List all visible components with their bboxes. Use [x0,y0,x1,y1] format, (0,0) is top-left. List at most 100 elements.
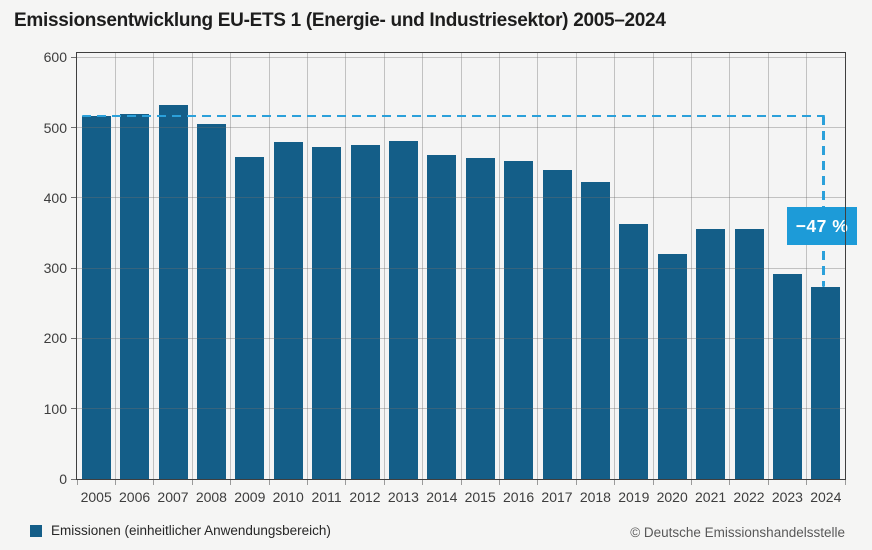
x-tick [806,480,808,485]
x-tick [230,480,232,485]
bar-2007 [158,105,188,479]
y-axis-tick-label-400: 400 [43,189,67,206]
y-tick-400 [71,197,77,199]
gridline-v [729,53,731,479]
x-axis-tick-label-2022: 2022 [733,489,765,505]
bar-2009 [235,157,265,479]
x-axis-tick-label-2011: 2011 [311,489,342,505]
reference-drop-line-2024 [822,115,825,288]
y-tick-300 [71,267,77,269]
gridline-v [690,53,692,479]
x-tick [729,480,731,485]
gridline-h-500 [77,127,845,129]
y-axis-tick-label-300: 300 [43,260,67,277]
bar-2021 [696,229,726,479]
gridline-v [422,53,424,479]
x-tick [460,480,462,485]
bar-2016 [504,160,534,479]
reference-line-2005-level [81,114,825,118]
copyright-note: © Deutsche Emissionshandelsstelle [630,525,845,540]
bar-2023 [772,273,802,479]
x-axis-tick-label-2014: 2014 [426,489,458,505]
chart-title: Emissionsentwicklung EU-ETS 1 (Energie- … [14,10,666,31]
bar-2005 [81,115,111,479]
bar-2014 [427,154,457,479]
y-tick-500 [71,127,77,128]
gridline-v [153,53,155,479]
gridline-h-300 [77,267,845,269]
legend-swatch [30,524,42,537]
x-axis-tick-label-2012: 2012 [349,489,381,505]
bar-2008 [196,124,226,479]
y-axis-tick-label-0: 0 [59,471,67,487]
x-axis-tick-label-2013: 2013 [387,489,419,505]
y-tick-200 [71,337,77,339]
bar-2006 [120,114,150,479]
gridline-h-600 [77,56,845,58]
bar-2011 [312,146,342,479]
x-axis-tick-label-2023: 2023 [771,489,803,505]
x-axis-tick-label-2008: 2008 [195,489,227,505]
x-axis-tick-label-2024: 2024 [810,489,842,505]
gridline-v [498,53,500,479]
x-tick [306,480,308,485]
gridline-v [614,53,616,479]
x-tick [268,480,270,485]
gridline-v [767,53,769,479]
x-tick [114,480,116,485]
x-tick [575,480,577,485]
gridline-v [383,53,385,479]
bar-2024 [811,287,841,479]
x-axis-tick-label-2021: 2021 [695,489,727,505]
x-axis-tick-label-2016: 2016 [503,489,535,505]
bar-2022 [734,229,764,479]
x-axis-tick-label-2010: 2010 [272,489,304,505]
gridline-v [652,53,654,479]
bar-2013 [388,140,418,479]
bar-2020 [657,254,687,479]
x-tick [76,480,78,485]
x-axis-tick-label-2020: 2020 [656,489,688,505]
bar-2010 [273,141,303,479]
x-tick [652,480,654,485]
gridline-h-200 [77,337,845,339]
y-axis-tick-label-600: 600 [43,49,67,66]
gridline-h-100 [77,408,845,410]
gridline-v [345,53,347,479]
legend-label: Emissionen (einheitlicher Anwendungsbere… [51,523,331,538]
x-axis-tick-label-2015: 2015 [464,489,496,505]
y-axis-tick-label-100: 100 [43,400,67,417]
x-axis-tick-label-2019: 2019 [618,489,650,505]
x-axis-tick-label-2005: 2005 [80,489,112,505]
plot-area: −47 % [76,52,857,480]
y-axis-tick-label-200: 200 [43,330,67,347]
x-axis-tick-label-2017: 2017 [541,489,573,505]
x-tick [767,480,769,485]
x-tick [614,480,616,485]
x-tick [537,480,539,485]
y-tick-100 [71,408,77,410]
y-axis-tick-label-500: 500 [43,119,67,136]
gridline-v [306,53,308,479]
gridline-v [460,53,462,479]
x-tick [345,480,347,485]
x-tick [690,480,692,485]
gridline-v [806,53,808,479]
x-axis-tick-label-2007: 2007 [157,489,189,505]
y-tick-600 [71,56,77,58]
bar-2012 [350,145,380,479]
y-tick-0 [71,478,77,480]
bar-2019 [619,223,649,479]
x-axis-tick-label-2009: 2009 [234,489,266,505]
gridline-v [575,53,577,479]
x-tick [383,480,385,485]
change-badge-label: −47 % [795,215,849,236]
bar-2018 [580,182,610,479]
x-tick [191,480,193,485]
x-tick [422,480,424,485]
gridline-v [191,53,193,479]
x-tick [498,480,500,485]
x-tick [153,480,155,485]
x-tick [844,480,846,485]
